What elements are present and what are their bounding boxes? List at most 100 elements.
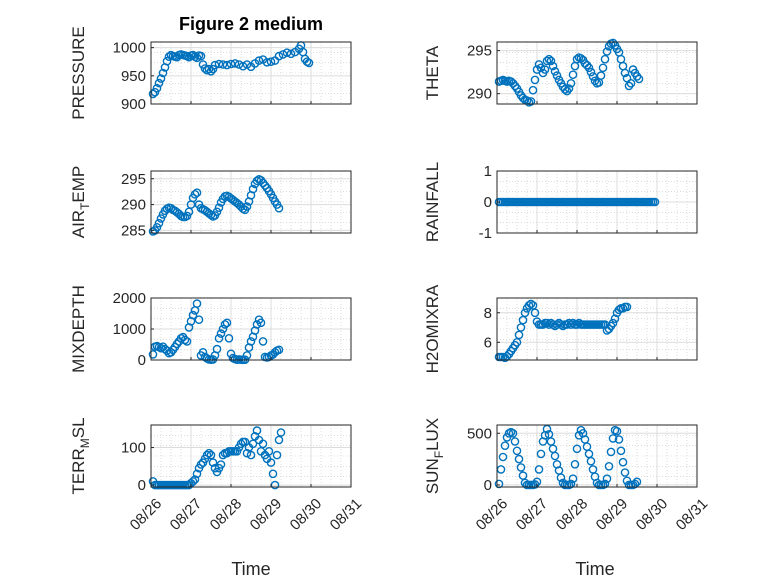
data-point [206, 450, 216, 460]
data-point [216, 329, 226, 338]
data-point [218, 324, 228, 334]
data-point [604, 461, 614, 471]
data-point [512, 446, 522, 456]
data-point [230, 59, 240, 68]
data-point [560, 85, 570, 94]
data-point [598, 63, 608, 73]
data-point [274, 345, 284, 355]
data-point [612, 426, 622, 436]
data-point [192, 299, 202, 308]
data-point [156, 214, 166, 223]
data-point [190, 189, 200, 199]
data-point [222, 318, 232, 328]
x-tick-label: 08/28 [207, 495, 246, 534]
subplot-terr-msl: 0 100 08/26 08/27 08/28 08/29 08/30 08/31 TERRM… [69, 417, 365, 533]
data-point [214, 59, 224, 69]
data-point [534, 465, 544, 474]
axes-box [496, 424, 698, 488]
subplot-sun-flux: 0 500 08/26 08/27 08/28 08/29 08/30 08/31 SUNFL… [423, 418, 711, 534]
data-point [166, 347, 176, 357]
x-tick-label: 08/27 [513, 495, 552, 534]
data-point [212, 344, 222, 354]
data-point [584, 63, 594, 73]
data-point [510, 437, 520, 446]
data-point [192, 53, 202, 63]
data-point [278, 50, 288, 59]
data-point [608, 434, 618, 443]
data-point [540, 65, 550, 74]
xlabel-right: Time [575, 559, 614, 579]
data-point [550, 451, 560, 461]
data-point [524, 301, 534, 310]
data-point [222, 448, 232, 458]
axes-box [496, 297, 698, 361]
data-point [194, 315, 204, 325]
x-tick-label: 08/26 [127, 495, 166, 534]
data-point [268, 469, 278, 479]
data-point [526, 97, 536, 106]
data-point [208, 355, 218, 364]
data-point [566, 320, 576, 329]
data-point [502, 433, 512, 442]
axes-box [150, 170, 352, 234]
ylabel-theta: THETA [423, 45, 442, 100]
data-point [246, 337, 256, 346]
y-tick-label: 290 [121, 197, 146, 214]
data-point [198, 347, 208, 357]
data-point [586, 456, 596, 466]
ylabel-pressure: PRESSURE [69, 26, 88, 120]
data-point [236, 439, 246, 449]
data-point [242, 448, 252, 458]
data-point [544, 54, 554, 64]
y-tick-label: -1 [479, 225, 492, 242]
data-point [574, 318, 584, 328]
data-point [622, 302, 632, 312]
y-tick-label: 6 [484, 334, 492, 351]
data-point [162, 56, 172, 66]
data-point [252, 320, 262, 329]
y-tick-label: 0 [484, 477, 492, 494]
x-tick-label: 08/26 [473, 495, 512, 534]
data-point [282, 48, 292, 58]
figure-title: Figure 2 medium [179, 14, 323, 34]
data-point [588, 72, 598, 81]
data-point [616, 446, 626, 456]
subplot-h2omixra: 6 8 H2OMIXRA [423, 284, 698, 373]
subplot-theta: 290 295 THETA [423, 38, 698, 107]
data-point [586, 67, 596, 77]
data-point [248, 439, 258, 449]
data-point [154, 218, 164, 228]
data-point [516, 463, 526, 472]
data-point [546, 56, 556, 66]
y-tick-label: 0 [484, 194, 492, 211]
y-tick-label: 1 [484, 163, 492, 180]
data-point [536, 63, 546, 73]
y-tick-label: 0 [138, 352, 146, 369]
data-point [242, 202, 252, 211]
y-tick-label: 500 [467, 425, 492, 442]
data-point [238, 61, 248, 71]
y-tick-label: 1000 [113, 40, 146, 57]
data-point [204, 448, 214, 458]
data-point [252, 426, 262, 435]
data-point [602, 474, 612, 484]
data-point [618, 457, 628, 467]
y-tick-label: 290 [467, 86, 492, 103]
subplot-pressure: 900 950 1000 PRESSURE [69, 26, 352, 120]
data-point [276, 428, 286, 437]
data-point [556, 320, 566, 329]
data-point [632, 477, 642, 487]
data-point [162, 346, 172, 356]
axes-box [150, 41, 352, 105]
y-tick-label: 900 [121, 96, 146, 113]
data-point [234, 60, 244, 69]
data-point [182, 211, 192, 221]
data-point [240, 437, 250, 447]
ylabel-terr-msl: TERRMSL [69, 417, 92, 494]
data-point [274, 435, 284, 445]
y-tick-label: 8 [484, 305, 492, 322]
data-point [196, 460, 206, 469]
data-point [304, 58, 314, 68]
data-point [274, 203, 284, 213]
data-point [556, 473, 566, 483]
